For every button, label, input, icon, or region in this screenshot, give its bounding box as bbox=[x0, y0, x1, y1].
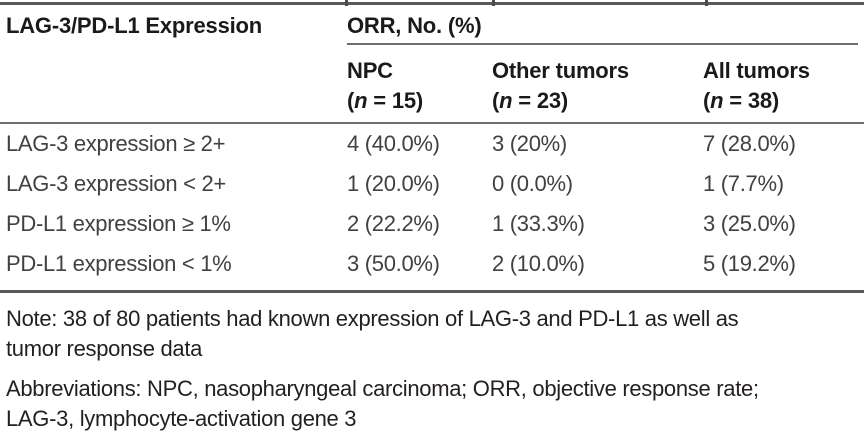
row-label: LAG-3 expression ≥ 2+ bbox=[6, 131, 226, 156]
cell-npc: 3 (50.0%) bbox=[347, 251, 440, 276]
row-label: LAG-3 expression < 2+ bbox=[6, 171, 226, 196]
table-bottom-rule bbox=[0, 290, 864, 293]
table-note: Note: 38 of 80 patients had known expres… bbox=[0, 304, 864, 364]
column-header-other-tumors: Other tumors (n = 23) bbox=[492, 45, 703, 122]
column-label: Other tumors bbox=[492, 58, 629, 83]
table-header-row-1: LAG-3/PD-L1 Expression ORR, No. (%) bbox=[0, 5, 864, 45]
column-n-count: (n = 23) bbox=[492, 88, 569, 113]
column-boundary-tick bbox=[492, 0, 495, 6]
table-abbreviations: Abbreviations: NPC, nasopharyngeal carci… bbox=[0, 374, 864, 434]
column-header-all-tumors: All tumors (n = 38) bbox=[703, 45, 858, 122]
column-boundary-tick bbox=[345, 0, 348, 6]
abbreviation-line: LAG-3, lymphocyte-activation gene 3 bbox=[6, 406, 357, 431]
table-row: PD-L1 expression ≥ 1% 2 (22.2%) 1 (33.3%… bbox=[0, 204, 864, 244]
table-top-rule bbox=[0, 2, 864, 5]
cell-npc: 1 (20.0%) bbox=[347, 171, 440, 196]
note-line: tumor response data bbox=[6, 336, 203, 361]
row-label: PD-L1 expression ≥ 1% bbox=[6, 211, 231, 236]
column-n-count: (n = 38) bbox=[703, 88, 780, 113]
table-row: LAG-3 expression < 2+ 1 (20.0%) 0 (0.0%)… bbox=[0, 164, 864, 204]
column-label: NPC bbox=[347, 58, 393, 83]
cell-other-tumors: 1 (33.3%) bbox=[492, 211, 585, 236]
cell-all-tumors: 3 (25.0%) bbox=[703, 211, 796, 236]
cell-other-tumors: 0 (0.0%) bbox=[492, 171, 573, 196]
column-label: All tumors bbox=[703, 58, 810, 83]
cell-all-tumors: 1 (7.7%) bbox=[703, 171, 784, 196]
cell-npc: 4 (40.0%) bbox=[347, 131, 440, 156]
table-row: PD-L1 expression < 1% 3 (50.0%) 2 (10.0%… bbox=[0, 244, 864, 284]
cell-other-tumors: 3 (20%) bbox=[492, 131, 567, 156]
abbreviation-line: Abbreviations: NPC, nasopharyngeal carci… bbox=[6, 376, 759, 401]
orr-span-header: ORR, No. (%) bbox=[347, 5, 858, 45]
column-n-count: (n = 15) bbox=[347, 88, 424, 113]
column-header-npc: NPC (n = 15) bbox=[347, 45, 492, 122]
header-divider-rule bbox=[0, 122, 864, 124]
cell-other-tumors: 2 (10.0%) bbox=[492, 251, 585, 276]
note-line: Note: 38 of 80 patients had known expres… bbox=[6, 306, 739, 331]
row-header-title: LAG-3/PD-L1 Expression bbox=[6, 13, 262, 38]
table-header-row-2: NPC (n = 15) Other tumors (n = 23) All t… bbox=[0, 45, 864, 122]
column-boundary-tick bbox=[705, 0, 708, 6]
table-row: LAG-3 expression ≥ 2+ 4 (40.0%) 3 (20%) … bbox=[0, 124, 864, 164]
cell-all-tumors: 7 (28.0%) bbox=[703, 131, 796, 156]
cell-npc: 2 (22.2%) bbox=[347, 211, 440, 236]
row-label: PD-L1 expression < 1% bbox=[6, 251, 232, 276]
cell-all-tumors: 5 (19.2%) bbox=[703, 251, 796, 276]
